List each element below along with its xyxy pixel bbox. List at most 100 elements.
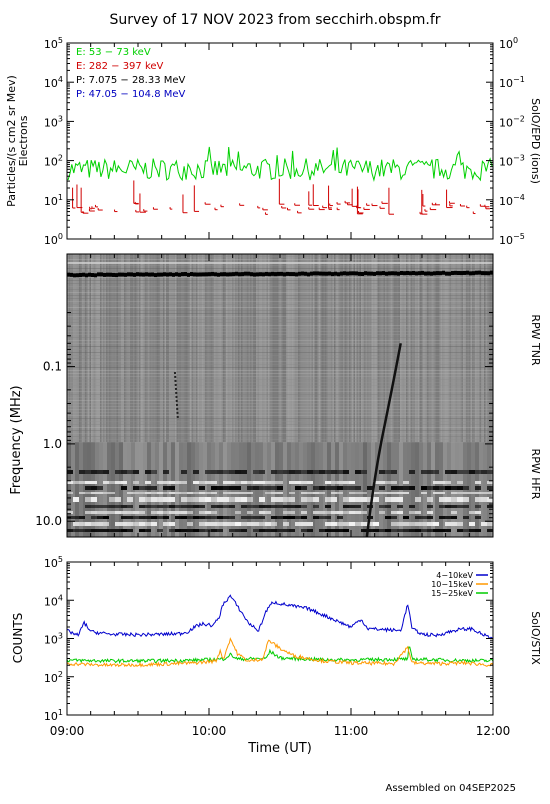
rpw-hfr-band <box>415 511 421 514</box>
rpw-hfr-band <box>367 529 373 532</box>
rpw-hfr-band <box>415 497 421 502</box>
rpw-tnr-row <box>67 436 493 437</box>
rpw-tnr-streak <box>110 254 112 443</box>
rpw-hfr-band <box>139 516 145 519</box>
rpw-tnr-streak <box>296 254 298 443</box>
rpw-hfr-band <box>277 516 283 519</box>
rpw-tnr-streak <box>97 254 99 443</box>
rpw-hfr-band <box>91 516 97 519</box>
rpw-top-emission <box>211 271 214 276</box>
rpw-hfr-band <box>325 522 331 526</box>
rpw-hfr-band <box>127 497 133 502</box>
rpw-hfr-band <box>85 505 91 508</box>
rpw-hfr-band <box>451 505 457 508</box>
rpw-hfr-band <box>169 505 175 508</box>
rpw-hfr-band <box>271 486 277 490</box>
rpw-hfr-band <box>469 470 475 474</box>
rpw-tnr-streak <box>164 254 166 443</box>
rpw-tnr-streak <box>347 254 349 443</box>
rpw-hfr-band <box>109 497 115 502</box>
rpw-tnr-streak <box>479 254 481 443</box>
rpw-hfr-band <box>229 505 235 508</box>
rpw-tnr-streak <box>251 254 253 443</box>
rpw-tnr-streak <box>94 254 96 443</box>
rpw-hfr-band <box>193 481 199 484</box>
rpw-tnr-streak <box>248 254 250 443</box>
rpw-tnr-row <box>67 373 493 374</box>
rpw-hfr-band <box>289 481 295 484</box>
rpw-hfr-band <box>439 486 445 490</box>
rpw-tnr-streak <box>467 254 469 443</box>
rpw-hfr-band <box>319 529 325 532</box>
rpw-tnr-streak <box>187 254 189 443</box>
rpw-hfr-band <box>211 481 217 484</box>
rpw-top-emission <box>427 271 430 276</box>
rpw-hfr-band <box>487 529 493 532</box>
rpw-tnr-streak <box>299 254 301 443</box>
rpw-hfr-band <box>211 529 217 532</box>
rpw-top-emission <box>85 273 88 278</box>
rpw-hfr-band <box>145 486 151 490</box>
rpw-hfr-band <box>439 529 445 532</box>
rpw-hfr-band <box>331 529 337 532</box>
rpw-tnr-streak <box>457 254 459 443</box>
rpw-hfr-column <box>307 442 311 537</box>
rpw-hfr-band <box>295 470 301 474</box>
rpw-hfr-band <box>277 497 283 502</box>
rpw-hfr-band <box>127 511 133 514</box>
rpw-tnr-row <box>67 358 493 359</box>
rpw-hfr-band <box>487 505 493 508</box>
epd-legend-entry: E: 53 − 73 keV <box>76 47 151 58</box>
rpw-tnr-streak <box>200 254 202 443</box>
rpw-top-emission <box>469 271 472 276</box>
rpw-hfr-column <box>175 442 179 537</box>
rpw-tnr-row <box>67 424 493 425</box>
rpw-top-emission <box>193 272 196 277</box>
stix-series-group <box>67 594 493 668</box>
rpw-hfr-band <box>205 470 211 474</box>
rpw-hfr-band <box>223 470 229 474</box>
rpw-hfr-band <box>427 470 433 474</box>
rpw-hfr-band <box>409 529 415 532</box>
rpw-hfr-band <box>163 522 169 526</box>
rpw-top-emission <box>238 272 241 277</box>
rpw-hfr-band <box>391 492 397 494</box>
rpw-hfr-band <box>199 529 205 532</box>
rpw-hfr-band <box>247 481 253 484</box>
rpw-hfr-band <box>103 481 109 484</box>
rpw-hfr-band <box>79 522 85 526</box>
rpw-hfr-band <box>301 511 307 514</box>
rpw-tnr-streak <box>439 254 441 443</box>
rpw-hfr-band <box>367 486 373 490</box>
rpw-tnr-streak <box>245 254 247 443</box>
rpw-hfr-band <box>385 529 391 532</box>
rpw-top-emission <box>364 271 367 276</box>
rpw-tnr-row <box>67 421 493 422</box>
rpw-top-emission <box>163 272 166 277</box>
rpw-top-emission <box>214 272 217 277</box>
rpw-tnr-streak <box>488 254 490 443</box>
rpw-hfr-band <box>151 497 157 502</box>
rpw-hfr-band <box>301 492 307 494</box>
rpw-tnr-row <box>67 265 493 266</box>
rpw-tnr-streak <box>79 254 81 443</box>
rpw-hfr-band <box>307 492 313 494</box>
rpw-top-emission <box>373 271 376 276</box>
rpw-tnr-row <box>67 340 493 341</box>
rpw-top-emission <box>406 270 409 275</box>
rpw-hfr-band <box>157 516 163 519</box>
epd-y-ticks: 100 101 102 103 104 105 10−5 10−4 10−3 10−2 10−1 10… <box>44 36 525 247</box>
rpw-hfr-band <box>169 497 175 502</box>
rpw-hfr-band <box>157 481 163 484</box>
stix-y-tick-label: 105 <box>44 555 63 570</box>
rpw-hfr-band <box>73 481 79 484</box>
rpw-hfr-band <box>289 470 295 474</box>
rpw-hfr-band <box>199 497 205 502</box>
rpw-top-emission <box>73 273 76 278</box>
rpw-hfr-band <box>199 492 205 494</box>
rpw-top-emission <box>466 270 469 275</box>
rpw-top-emission <box>439 271 442 276</box>
rpw-hfr-band <box>283 516 289 519</box>
rpw-hfr-band <box>391 516 397 519</box>
rpw-tnr-streak <box>278 254 280 443</box>
